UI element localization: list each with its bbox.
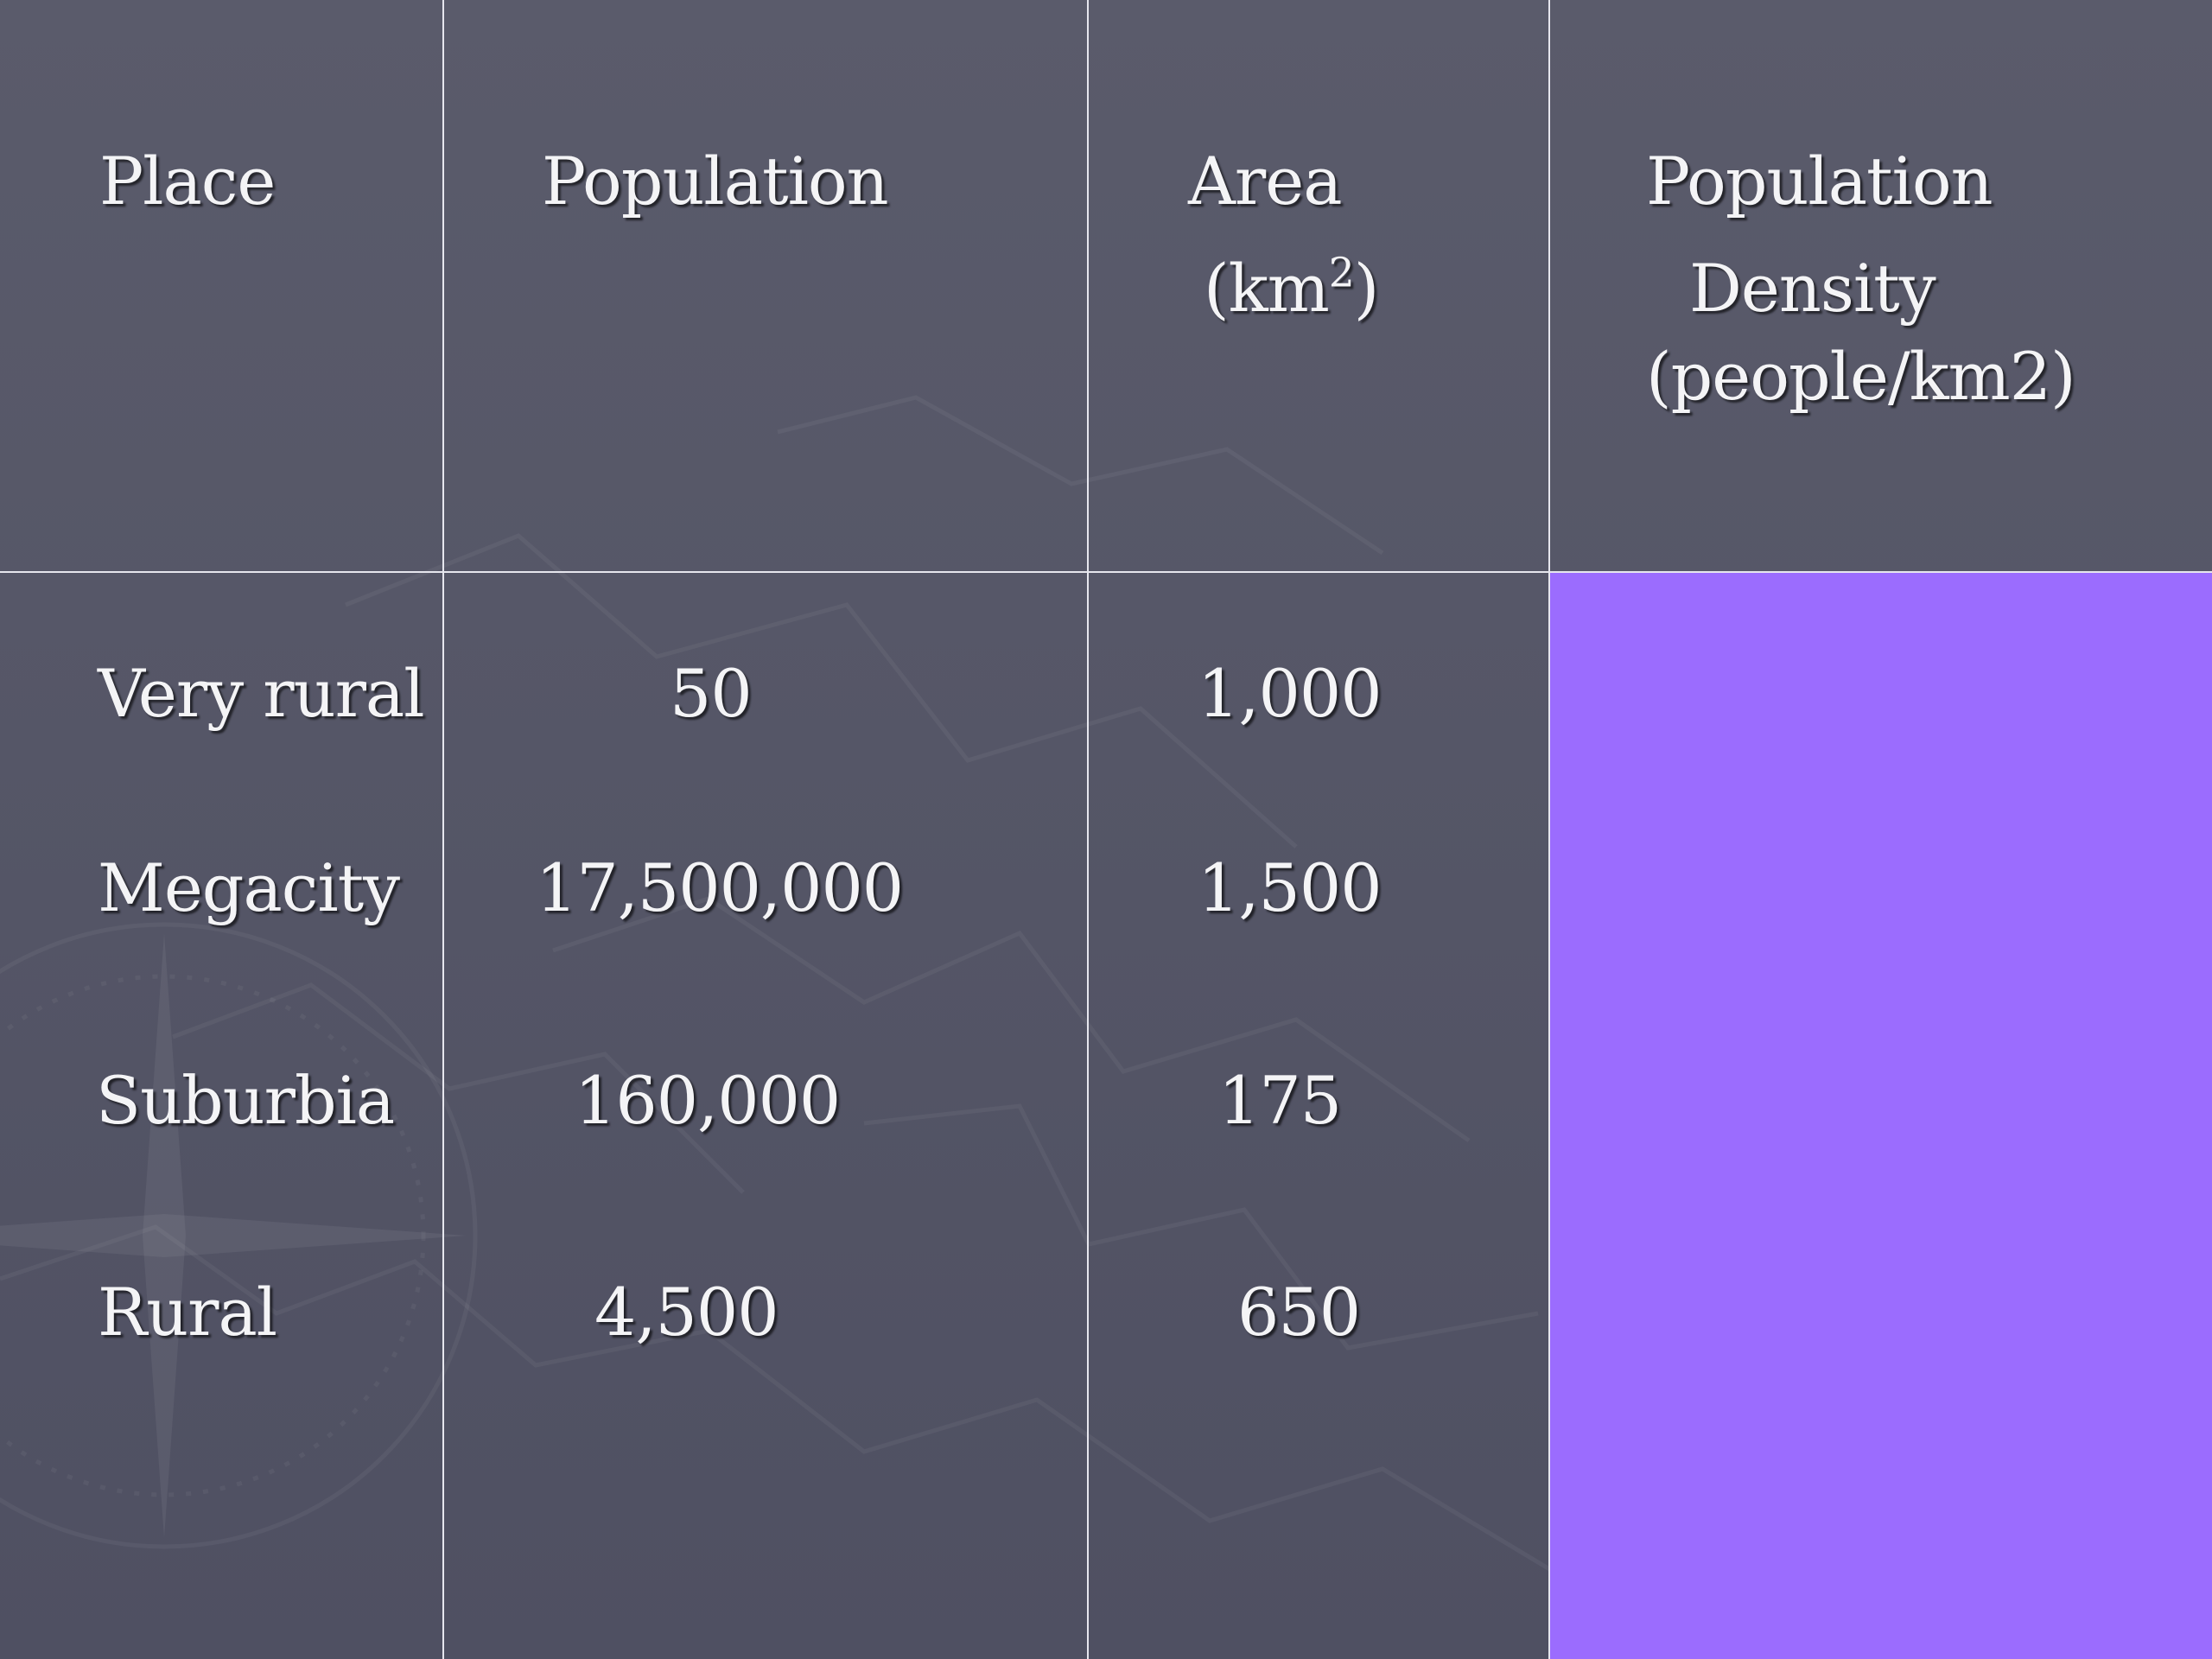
header-cell-place <box>0 0 444 573</box>
header-population: Population <box>542 143 889 219</box>
row-megacity-place: Megacity <box>98 849 400 926</box>
row-suburbia-place: Suburbia <box>96 1062 395 1139</box>
header-density-line3: (people/km2) <box>1646 338 2076 415</box>
row-rural-population: 4,500 <box>594 1274 779 1351</box>
row-megacity-population: 17,500,000 <box>536 849 904 926</box>
header-place: Place <box>99 143 276 219</box>
header-cell-area <box>1089 0 1550 573</box>
row-very-rural-place: Very rural <box>98 655 425 732</box>
body-column-place <box>0 573 444 1659</box>
row-suburbia-population: 160,000 <box>575 1062 841 1139</box>
body-column-area <box>1089 573 1550 1659</box>
header-cell-density <box>1550 0 2212 573</box>
row-very-rural-area: 1,000 <box>1198 655 1382 732</box>
header-density-line2: Density <box>1689 250 1936 327</box>
row-rural-place: Rural <box>98 1274 277 1351</box>
header-cell-population <box>444 0 1089 573</box>
row-megacity-area: 1,500 <box>1198 849 1382 926</box>
body-column-population <box>444 573 1089 1659</box>
header-area-unit: (km2) <box>1204 249 1379 327</box>
row-very-rural-population: 50 <box>670 655 753 732</box>
density-highlight-cell <box>1550 573 2212 1659</box>
header-area: Area <box>1188 143 1343 219</box>
row-rural-area: 650 <box>1237 1274 1361 1351</box>
header-density-line1: Population <box>1646 143 1993 219</box>
row-suburbia-area: 175 <box>1218 1062 1342 1139</box>
